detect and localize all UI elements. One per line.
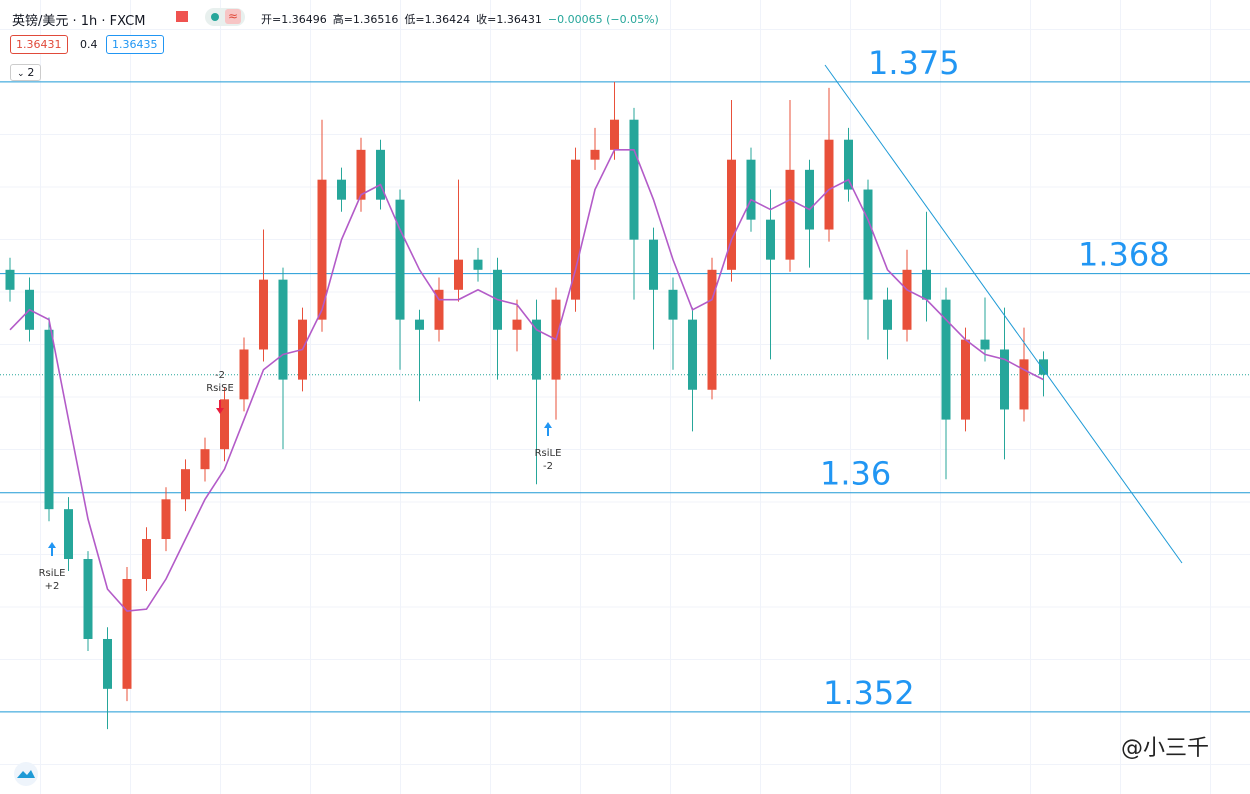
signal-qty: -2 — [215, 370, 225, 381]
candle-body — [941, 299, 951, 420]
candle-body — [395, 199, 405, 320]
signal-qty: -2 — [543, 461, 553, 472]
symbol[interactable]: 英镑/美元 · 1h · FXCM — [12, 14, 146, 29]
candle-body — [337, 179, 346, 200]
level-label: 1.375 — [868, 44, 960, 82]
candle-body — [532, 319, 541, 380]
ohlc-value: 低=1.36424 — [404, 13, 471, 26]
candle-body — [1019, 359, 1029, 410]
candle-body — [649, 239, 658, 290]
candle-body — [376, 149, 385, 200]
candle-body — [746, 159, 756, 220]
candle-body — [161, 499, 171, 540]
signal-name: RsiLE — [535, 448, 562, 459]
ohlc-value: 高=1.36516 — [332, 13, 399, 26]
indicator-count: 2 — [27, 66, 35, 79]
logo[interactable] — [14, 762, 38, 786]
candle-body — [668, 289, 678, 320]
watermark: @小三千 — [1121, 736, 1209, 761]
candle-body — [766, 219, 775, 260]
ohlc-value: 收=1.36431 — [476, 13, 542, 26]
candle-body — [454, 259, 463, 290]
candle-body — [473, 259, 483, 270]
candle-body — [142, 539, 151, 580]
signal-arrow — [216, 400, 224, 414]
signal-name: RsiLE — [39, 568, 66, 579]
candle-body — [259, 279, 268, 350]
candle-body — [785, 169, 795, 260]
level-label: 1.352 — [823, 674, 915, 712]
candle-body — [961, 339, 970, 420]
price-box: 1.36435 — [106, 35, 164, 54]
flag-icon[interactable] — [176, 11, 188, 22]
candle-body — [278, 279, 288, 380]
signal-qty: +2 — [45, 581, 60, 592]
candle-body — [64, 509, 73, 560]
spread: 0.4 — [80, 38, 98, 51]
candle-body — [415, 319, 424, 330]
candle-body — [83, 559, 93, 639]
candle-body — [1039, 359, 1048, 375]
level-label: 1.36 — [820, 455, 891, 493]
candle-body — [200, 449, 210, 470]
signal-arrow — [544, 422, 552, 436]
signal-name: RsiSE — [206, 383, 234, 394]
price-box: 1.36431 — [10, 35, 68, 54]
candle-body — [44, 329, 54, 510]
candle-body — [922, 269, 931, 300]
candle-body — [688, 319, 697, 390]
candle-body — [902, 269, 912, 330]
candle-body — [239, 349, 249, 400]
candle-body — [512, 319, 522, 330]
candle-body — [863, 189, 873, 300]
moving-average — [9, 149, 1044, 612]
signal-arrow — [48, 542, 56, 556]
candle-body — [590, 149, 600, 160]
candle-body — [317, 179, 327, 320]
candle-body — [5, 269, 15, 290]
indicator-toggle[interactable]: ⌄ 2 — [10, 64, 42, 81]
candle-body — [1000, 349, 1009, 410]
candle-body — [571, 159, 580, 300]
candle-body — [629, 119, 639, 240]
level-label: 1.368 — [1078, 236, 1170, 274]
ohlc-value: −0.00065 (−0.05%) — [547, 13, 659, 26]
ohlc-value: 开=1.36496 — [261, 13, 327, 26]
trend-line — [824, 64, 1183, 564]
candle-body — [434, 289, 444, 330]
candle-body — [181, 469, 190, 500]
candle-body — [805, 169, 814, 230]
candle-body — [980, 339, 990, 350]
candle-body — [103, 638, 112, 689]
candle-body — [844, 139, 853, 190]
candle-body — [356, 149, 366, 200]
candle-body — [727, 159, 736, 270]
ohlc-row: 开=1.36496 高=1.36516 低=1.36424 收=1.36431 −0.0… — [261, 11, 665, 27]
candle-body — [883, 299, 892, 330]
candle-body — [122, 579, 132, 689]
candle-body — [610, 119, 619, 150]
candle-body — [707, 269, 717, 390]
candle-body — [824, 139, 834, 230]
status-pill[interactable]: ≈ — [205, 8, 245, 26]
candle-body — [220, 399, 229, 450]
